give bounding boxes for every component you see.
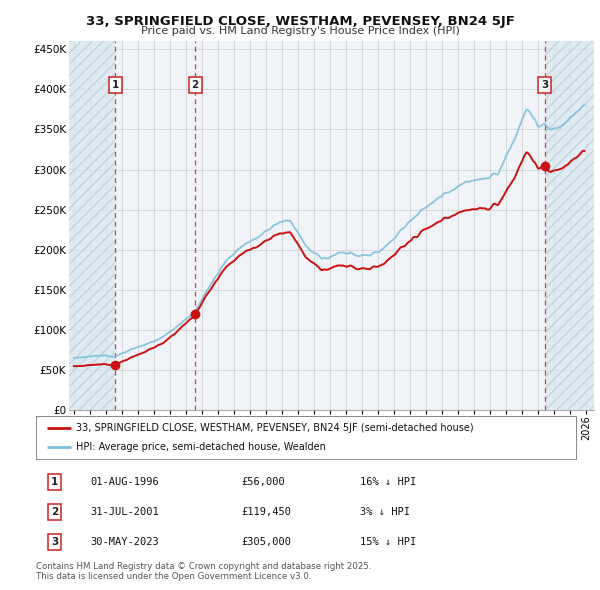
Text: 2: 2 [51,507,59,517]
Text: 1: 1 [51,477,59,487]
Text: £56,000: £56,000 [241,477,285,487]
Text: 3% ↓ HPI: 3% ↓ HPI [360,507,410,517]
Text: 31-JUL-2001: 31-JUL-2001 [90,507,159,517]
Text: 01-AUG-1996: 01-AUG-1996 [90,477,159,487]
Text: 15% ↓ HPI: 15% ↓ HPI [360,537,416,547]
Text: £119,450: £119,450 [241,507,291,517]
Text: HPI: Average price, semi-detached house, Wealden: HPI: Average price, semi-detached house,… [77,442,326,453]
Text: 1: 1 [112,80,119,90]
Text: 30-MAY-2023: 30-MAY-2023 [90,537,159,547]
Text: 33, SPRINGFIELD CLOSE, WESTHAM, PEVENSEY, BN24 5JF (semi-detached house): 33, SPRINGFIELD CLOSE, WESTHAM, PEVENSEY… [77,422,474,432]
Bar [69,41,115,410]
Bar [545,41,594,410]
Text: 16% ↓ HPI: 16% ↓ HPI [360,477,416,487]
Text: £305,000: £305,000 [241,537,291,547]
Text: 3: 3 [541,80,548,90]
Text: Price paid vs. HM Land Registry's House Price Index (HPI): Price paid vs. HM Land Registry's House … [140,26,460,36]
Text: 2: 2 [191,80,199,90]
Text: 33, SPRINGFIELD CLOSE, WESTHAM, PEVENSEY, BN24 5JF: 33, SPRINGFIELD CLOSE, WESTHAM, PEVENSEY… [86,15,514,28]
Text: 3: 3 [51,537,59,547]
Text: Contains HM Land Registry data © Crown copyright and database right 2025.
This d: Contains HM Land Registry data © Crown c… [36,562,371,581]
